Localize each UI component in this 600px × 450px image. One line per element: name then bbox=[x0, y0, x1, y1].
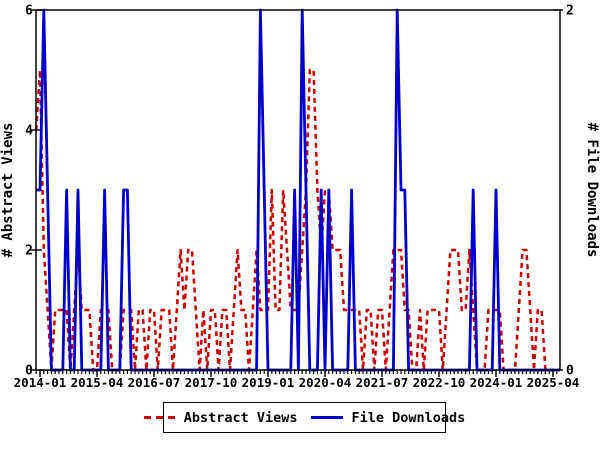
y-left-tick-label: 2 bbox=[25, 244, 33, 259]
x-tick-label: 2025-04 bbox=[527, 375, 580, 390]
y-right-tick-label: 2 bbox=[566, 4, 574, 19]
abstract-views-line bbox=[34, 68, 560, 372]
x-tick-label: 2015-04 bbox=[71, 375, 124, 390]
file-downloads-line bbox=[36, 8, 560, 372]
y-left-tick-label: 4 bbox=[25, 124, 33, 139]
y-left-tick-label: 0 bbox=[25, 364, 33, 379]
legend-item-file-downloads: File Downloads bbox=[310, 409, 466, 426]
legend-item-abstract-views: Abstract Views bbox=[143, 409, 298, 426]
x-tick-label: 2021-07 bbox=[356, 375, 409, 390]
x-tick-label: 2014-01 bbox=[14, 375, 67, 390]
legend: Abstract Views File Downloads bbox=[143, 402, 465, 433]
y-right-axis-title: # File Downloads bbox=[584, 123, 600, 258]
dashed-line-icon bbox=[143, 416, 175, 419]
x-tick-label: 2016-07 bbox=[128, 375, 181, 390]
legend-label-abstract-views: Abstract Views bbox=[183, 409, 298, 426]
x-tick-label: 2019-01 bbox=[242, 375, 295, 390]
solid-line-icon bbox=[310, 416, 343, 419]
x-tick-label: 2022-10 bbox=[413, 375, 466, 390]
y-left-axis-title: # Abstract Views bbox=[0, 123, 16, 258]
plot-frame bbox=[35, 9, 561, 371]
y-left-tick-label: 6 bbox=[25, 4, 33, 19]
x-tick-label: 2024-01 bbox=[470, 375, 523, 390]
x-tick-label: 2017-10 bbox=[185, 375, 238, 390]
y-right-tick-label: 0 bbox=[566, 364, 574, 379]
x-tick-label: 2020-04 bbox=[299, 375, 352, 390]
legend-label-file-downloads: File Downloads bbox=[351, 409, 466, 426]
